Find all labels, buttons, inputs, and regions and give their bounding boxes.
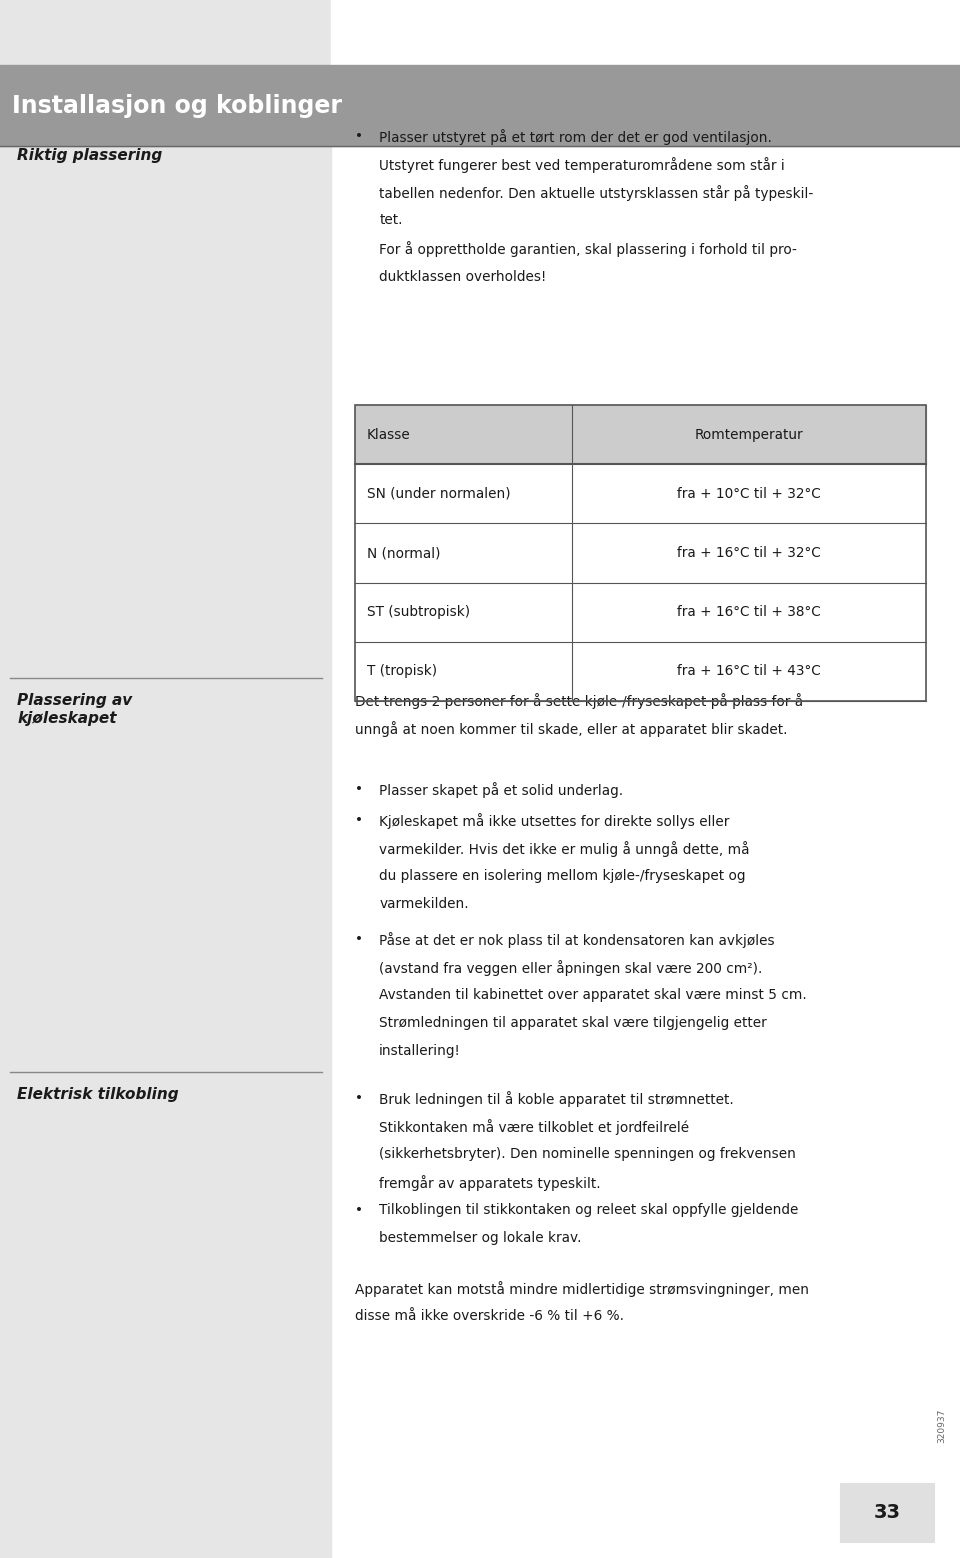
Text: Klasse: Klasse (367, 428, 411, 441)
Text: Plassering av
kjøleskapet: Plassering av kjøleskapet (17, 693, 132, 726)
Bar (840, 1483, 934, 1542)
Text: unngå at noen kommer til skade, eller at apparatet blir skadet.: unngå at noen kommer til skade, eller at… (355, 721, 788, 737)
Text: disse må ikke overskride -6 % til +6 %.: disse må ikke overskride -6 % til +6 %. (355, 1309, 624, 1323)
Text: Påse at det er nok plass til at kondensatoren kan avkjøles: Påse at det er nok plass til at kondensa… (379, 932, 775, 947)
Text: fra + 16°C til + 38°C: fra + 16°C til + 38°C (678, 606, 821, 619)
Bar (331, 0, 960, 65)
Text: Apparatet kan motstå mindre midlertidige strømsvingninger, men: Apparatet kan motstå mindre midlertidige… (355, 1281, 809, 1296)
Text: (sikkerhetsbryter). Den nominelle spenningen og frekvensen: (sikkerhetsbryter). Den nominelle spenni… (379, 1147, 796, 1161)
Text: Stikkontaken må være tilkoblet et jordfeilrelé: Stikkontaken må være tilkoblet et jordfe… (379, 1119, 689, 1134)
Text: 33: 33 (874, 1503, 900, 1522)
Text: •: • (355, 782, 363, 796)
Text: Elektrisk tilkobling: Elektrisk tilkobling (17, 1087, 179, 1103)
Text: Det trengs 2 personer for å sette kjøle-/fryseskapet på plass for å: Det trengs 2 personer for å sette kjøle-… (355, 693, 804, 709)
Bar (355, 464, 926, 701)
Text: ST (subtropisk): ST (subtropisk) (367, 606, 469, 619)
Text: •: • (355, 129, 363, 143)
Text: fra + 10°C til + 32°C: fra + 10°C til + 32°C (678, 488, 821, 500)
Text: tet.: tet. (379, 213, 402, 227)
Text: du plassere en isolering mellom kjøle-/fryseskapet og: du plassere en isolering mellom kjøle-/f… (379, 869, 746, 883)
Text: •: • (355, 813, 363, 827)
Text: Riktig plassering: Riktig plassering (17, 148, 162, 164)
Bar (0, 65, 960, 146)
Text: tabellen nedenfor. Den aktuelle utstyrsklassen står på typeskil-: tabellen nedenfor. Den aktuelle utstyrsk… (379, 185, 813, 201)
Text: (avstand fra veggen eller åpningen skal være 200 cm²).: (avstand fra veggen eller åpningen skal … (379, 960, 762, 975)
Bar (355, 405, 926, 464)
Text: Plasser utstyret på et tørt rom der det er god ventilasjon.: Plasser utstyret på et tørt rom der det … (379, 129, 772, 145)
Text: varmekilden.: varmekilden. (379, 897, 468, 911)
Text: For å opprettholde garantien, skal plassering i forhold til pro-: For å opprettholde garantien, skal plass… (379, 241, 797, 257)
Text: installering!: installering! (379, 1044, 461, 1058)
Text: varmekilder. Hvis det ikke er mulig å unngå dette, må: varmekilder. Hvis det ikke er mulig å un… (379, 841, 750, 857)
Bar (355, 405, 926, 701)
Text: •: • (355, 932, 363, 946)
Text: N (normal): N (normal) (367, 547, 441, 559)
Text: Tilkoblingen til stikkontaken og releet skal oppfylle gjeldende: Tilkoblingen til stikkontaken og releet … (379, 1203, 799, 1217)
Text: fremgår av apparatets typeskilt.: fremgår av apparatets typeskilt. (379, 1175, 601, 1190)
Bar (0, 0, 331, 1558)
Text: fra + 16°C til + 32°C: fra + 16°C til + 32°C (678, 547, 821, 559)
Text: Installasjon og koblinger: Installasjon og koblinger (12, 93, 342, 118)
Text: Strømledningen til apparatet skal være tilgjengelig etter: Strømledningen til apparatet skal være t… (379, 1016, 767, 1030)
Text: Utstyret fungerer best ved temperaturområdene som står i: Utstyret fungerer best ved temperaturomr… (379, 157, 785, 173)
Text: duktklassen overholdes!: duktklassen overholdes! (379, 270, 546, 284)
Text: T (tropisk): T (tropisk) (367, 665, 437, 678)
Text: 320937: 320937 (937, 1408, 947, 1443)
Text: fra + 16°C til + 43°C: fra + 16°C til + 43°C (678, 665, 821, 678)
Text: Plasser skapet på et solid underlag.: Plasser skapet på et solid underlag. (379, 782, 623, 798)
Text: •: • (355, 1091, 363, 1105)
Text: Kjøleskapet må ikke utsettes for direkte sollys eller: Kjøleskapet må ikke utsettes for direkte… (379, 813, 730, 829)
Text: •: • (355, 1203, 363, 1217)
Text: SN (under normalen): SN (under normalen) (367, 488, 511, 500)
Text: Romtemperatur: Romtemperatur (695, 428, 804, 441)
Text: Bruk ledningen til å koble apparatet til strømnettet.: Bruk ledningen til å koble apparatet til… (379, 1091, 734, 1106)
Text: Avstanden til kabinettet over apparatet skal være minst 5 cm.: Avstanden til kabinettet over apparatet … (379, 988, 807, 1002)
Text: bestemmelser og lokale krav.: bestemmelser og lokale krav. (379, 1231, 582, 1245)
